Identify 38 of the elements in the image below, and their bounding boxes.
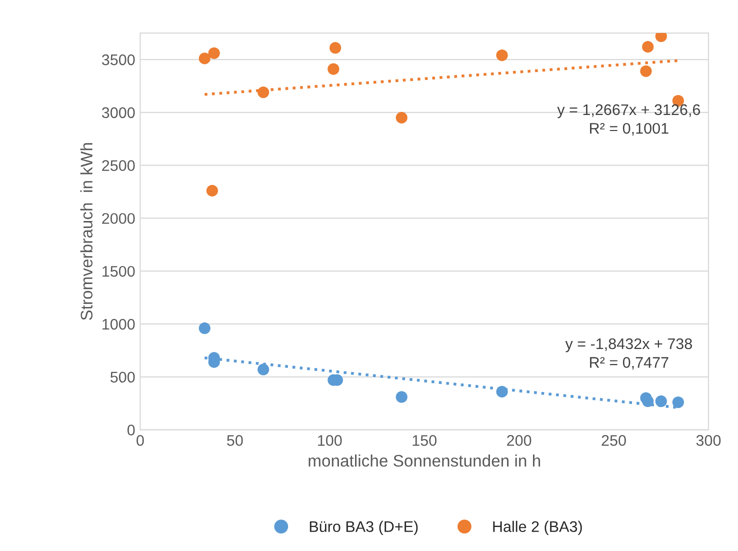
annotation: y = -1,8432x + 738 R² = 0,7477 bbox=[565, 338, 692, 370]
point bbox=[198, 322, 210, 334]
x-tick-label: 150 bbox=[412, 435, 436, 446]
y-tick-label: 500 bbox=[110, 372, 135, 383]
point bbox=[655, 395, 667, 408]
y-axis-title: Stromverbrauch in kWh bbox=[80, 143, 93, 320]
y-tick-label: 1000 bbox=[102, 318, 135, 330]
legend-label: Halle 2 (BA3) bbox=[493, 520, 582, 536]
point bbox=[396, 391, 408, 403]
point bbox=[642, 395, 654, 408]
x-tick-label: 200 bbox=[507, 435, 532, 446]
point bbox=[496, 49, 508, 62]
point bbox=[640, 65, 652, 77]
x-tick-label: 100 bbox=[318, 435, 342, 446]
y-tick-label: 3500 bbox=[102, 54, 135, 66]
y-tick-label: 1500 bbox=[102, 266, 135, 277]
point bbox=[198, 52, 210, 64]
x-tick-label: 250 bbox=[602, 435, 626, 446]
x-tick-label: 50 bbox=[227, 435, 243, 446]
point bbox=[258, 364, 270, 376]
x-tick-label: 300 bbox=[696, 435, 721, 446]
point bbox=[642, 41, 654, 53]
y-tick-label: 3000 bbox=[102, 107, 135, 118]
x-tick-label: 0 bbox=[136, 435, 144, 446]
point bbox=[672, 396, 684, 408]
point bbox=[330, 42, 342, 54]
x-axis-title: monatliche Sonnenstunden in h bbox=[308, 454, 540, 467]
point bbox=[496, 386, 508, 398]
y-tick-label: 2500 bbox=[102, 160, 135, 171]
y-tick-label: 2000 bbox=[102, 213, 135, 224]
point bbox=[328, 63, 340, 75]
point bbox=[208, 47, 220, 59]
point bbox=[396, 112, 408, 124]
legend-label: Büro BA3 (D+E) bbox=[310, 520, 418, 536]
annotation: y = 1,2667x + 3126,6 R² = 0,1001 bbox=[557, 104, 700, 136]
point bbox=[258, 86, 270, 98]
point bbox=[206, 184, 218, 196]
y-tick-label: 0 bbox=[127, 424, 135, 436]
